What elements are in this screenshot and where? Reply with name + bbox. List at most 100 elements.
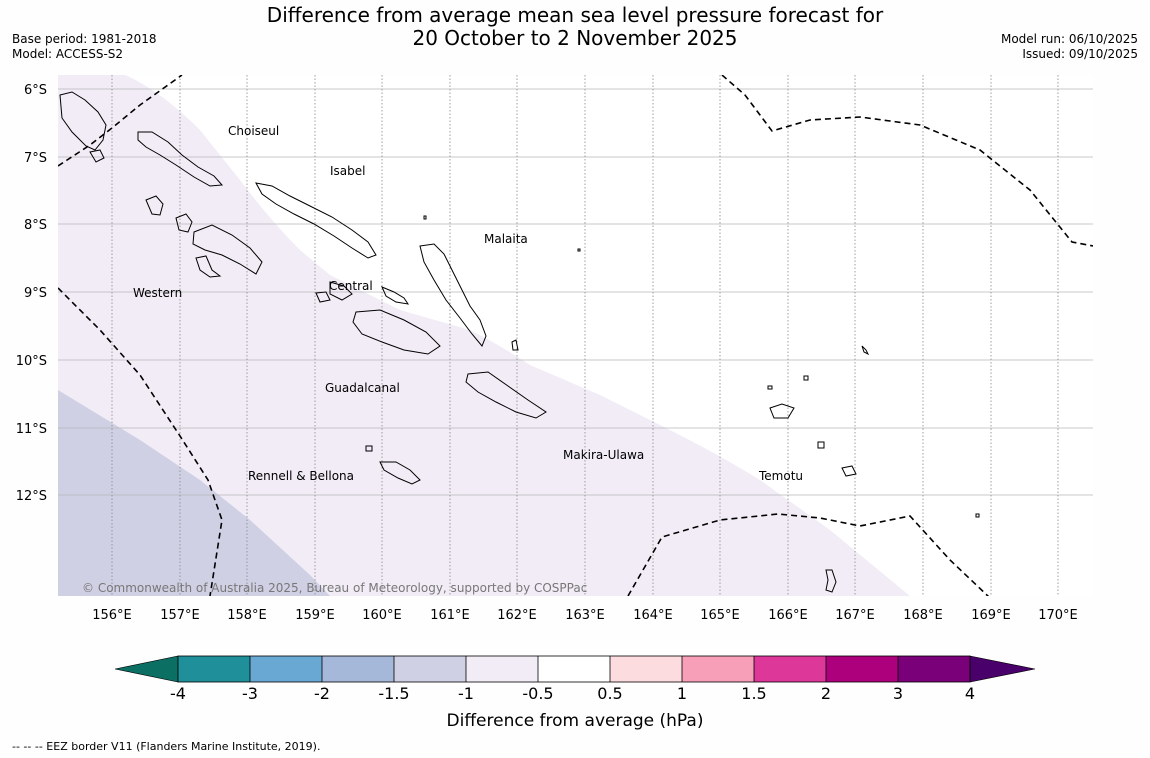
lon-label: 164°E [633,608,673,623]
utupua-coast [817,441,825,449]
colorbar-dividers [249,656,899,682]
region-label-malaita: Malaita [484,232,528,246]
lat-label: 12°S [16,489,47,504]
colorbar-tick: 2 [821,684,831,703]
eez-border-southeast [627,513,990,596]
malaita-coast [419,243,487,347]
eez-borders [58,75,1093,596]
colorbar-segment [682,656,754,682]
colorbar-segment [466,656,538,682]
colorbar-segment [538,656,610,682]
colorbar-outline [177,655,971,683]
region-label-makira-ulawa: Makira-Ulawa [563,448,644,462]
lon-label: 168°E [903,608,943,623]
colorbar-tick: -4 [170,684,186,703]
lon-label: 166°E [768,608,808,623]
lon-label: 158°E [227,608,267,623]
lon-label: 167°E [835,608,875,623]
makira-coast [465,371,547,419]
title-line-1: Difference from average mean sea level p… [266,3,884,27]
colorbar-tick: -2 [314,684,330,703]
vanikoro-coast [841,465,857,477]
lon-label: 157°E [160,608,200,623]
lon-label: 160°E [362,608,402,623]
colorbar-extend-low [114,655,179,683]
copyright-notice: © Commonwealth of Australia 2025, Bureau… [82,581,587,595]
anomaly-region-dark [58,390,330,596]
latitude-axis-labels: 6°S 7°S 8°S 9°S 10°S 11°S 12°S [16,83,47,504]
colorbar-segment [898,656,970,682]
bougainville-coast [59,91,107,151]
bellona-coast [365,445,373,452]
colorbar: -4 -3 -2 -1.5 -1 -0.5 0.5 1 1.5 2 3 4 Di… [114,655,1036,731]
small-islet-north [423,215,427,220]
duff-islands-coast [803,375,809,381]
base-period: Base period: 1981-2018 [12,32,157,46]
santa-cruz-coast [769,403,795,419]
colorbar-segment [322,656,394,682]
lon-label: 169°E [971,608,1011,623]
rennell-coast [379,461,421,485]
lon-label: 156°E [92,608,132,623]
model-run: Model run: 06/10/2025 [1000,32,1138,46]
new-georgia-coast [192,224,263,275]
colorbar-tick-labels: -4 -3 -2 -1.5 -1 -0.5 0.5 1 1.5 2 3 4 [170,684,975,703]
fatutaka-coast [975,513,980,518]
colorbar-segment [178,656,250,682]
map-area[interactable]: Choiseul Isabel Malaita Western Central … [58,75,1093,598]
lat-label: 6°S [24,83,47,98]
savo-coast [381,286,410,305]
region-label-guadalcanal: Guadalcanal [325,381,400,395]
colorbar-segment [826,656,898,682]
colorbar-tick: 0.5 [597,684,622,703]
meta-left: Base period: 1981-2018 Model: ACCESS-S2 [12,32,157,62]
region-label-isabel: Isabel [330,164,365,178]
lon-label: 159°E [295,608,335,623]
vella-lavella-coast [145,195,164,216]
region-label-rennell-bellona: Rennell & Bellona [248,469,354,483]
lon-label: 162°E [497,608,537,623]
colorbar-tick: 4 [965,684,975,703]
colorbar-tick: -0.5 [522,684,553,703]
guadalcanal-coast [352,309,441,355]
colorbar-segment [394,656,466,682]
reef-islands-coast [767,385,773,390]
region-label-western: Western [133,286,182,300]
eez-footnote: -- -- -- EEZ border V11 (Flanders Marine… [12,740,321,753]
colorbar-tick: -1 [458,684,474,703]
chart-title: Difference from average mean sea level p… [230,4,920,50]
colorbar-title: Difference from average (hPa) [447,711,704,731]
lat-label: 9°S [24,286,47,301]
lat-label: 11°S [16,422,47,437]
small-islet-east [577,248,581,252]
colorbar-segment [754,656,826,682]
kolombangara-coast [175,213,193,233]
colorbar-tick: 1 [677,684,687,703]
lat-label: 8°S [24,218,47,233]
lon-label: 163°E [565,608,605,623]
nggela-coast [329,281,353,301]
lon-label: 161°E [430,608,470,623]
lon-label: 165°E [700,608,740,623]
longitude-axis-labels: 156°E 157°E 158°E 159°E 160°E 161°E 162°… [92,608,1078,623]
shortland-coast [89,149,105,163]
region-label-temotu: Temotu [758,469,803,483]
colorbar-segment [250,656,322,682]
colorbar-tick: -3 [242,684,258,703]
lat-label: 7°S [24,151,47,166]
russell-coast [315,291,331,303]
eez-border-northwest [58,75,183,167]
isabel-coast [255,182,377,259]
latitude-gridlines [58,88,1093,496]
ulawa-coast [511,339,519,351]
colorbar-segment [610,656,682,682]
model-name: Model: ACCESS-S2 [12,47,124,61]
tikopia-coast [825,569,837,593]
eez-border-northeast [721,75,1093,247]
region-label-choiseul: Choiseul [228,124,279,138]
eez-border-west [58,287,223,596]
region-label-central: Central [329,279,373,293]
meta-right: Model run: 06/10/2025 Issued: 09/10/2025 [1001,32,1138,62]
issued-date: Issued: 09/10/2025 [1022,47,1138,61]
